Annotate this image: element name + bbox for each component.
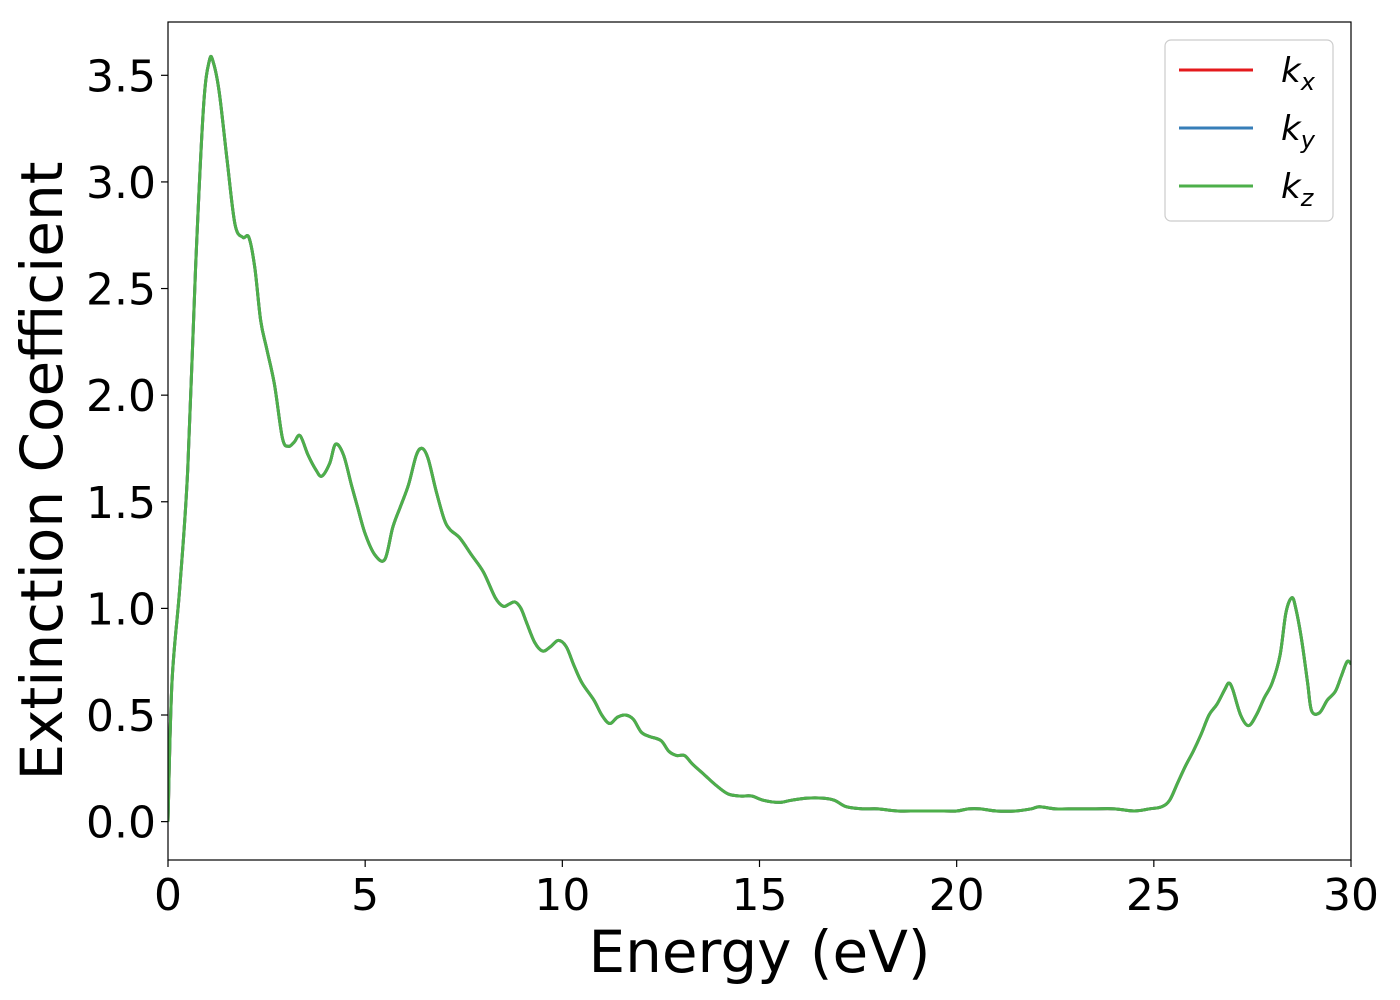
y-tick-label: 0.5 — [86, 691, 156, 742]
x-tick-label: 30 — [1323, 870, 1379, 921]
y-tick-label: 1.5 — [86, 478, 156, 529]
x-tick-label: 20 — [929, 870, 985, 921]
legend-item-kx: kx — [1179, 51, 1316, 96]
x-tick-label: 5 — [351, 870, 379, 921]
legend-box — [1164, 39, 1334, 222]
x-tick-label: 0 — [154, 870, 182, 921]
y-axis-ticks: 0.0 0.5 1.0 1.5 2.0 2.5 3.0 3.5 — [86, 51, 168, 849]
legend-label: kz — [1281, 167, 1315, 212]
x-tick-label: 10 — [534, 870, 590, 921]
series-line-kz — [168, 54, 1351, 822]
y-tick-label: 2.0 — [86, 371, 156, 422]
y-tick-label: 3.0 — [86, 158, 156, 209]
y-tick-label: 3.5 — [86, 51, 156, 102]
x-axis-ticks: 0 5 10 15 20 25 30 — [154, 860, 1379, 921]
legend-label: kx — [1281, 51, 1316, 96]
legend-item-ky: ky — [1179, 109, 1316, 154]
y-tick-label: 0.0 — [86, 798, 156, 849]
plot-lines — [168, 54, 1351, 822]
y-axis-title: Extinction Coefficient — [8, 162, 76, 781]
y-tick-label: 2.5 — [86, 265, 156, 316]
legend: kx ky kz — [1164, 39, 1334, 222]
x-tick-label: 15 — [732, 870, 788, 921]
x-tick-label: 25 — [1126, 870, 1182, 921]
legend-item-kz: kz — [1179, 167, 1315, 212]
x-axis-title: Energy (eV) — [588, 918, 930, 986]
legend-label: ky — [1281, 109, 1316, 154]
y-tick-label: 1.0 — [86, 584, 156, 635]
